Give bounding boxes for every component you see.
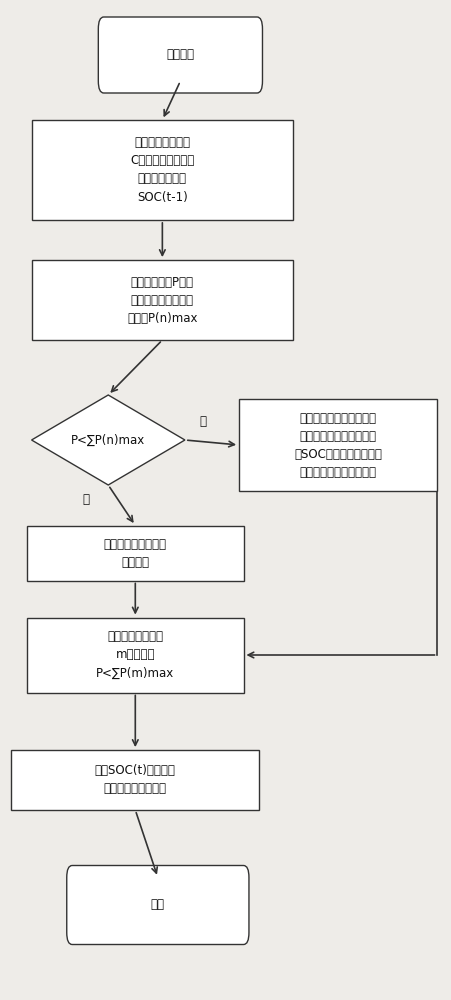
Text: 是: 是 [82,493,89,506]
Text: 更新SOC(t)，将达到
上限的组移出充电组: 更新SOC(t)，将达到 上限的组移出充电组 [95,764,176,796]
Polygon shape [32,395,185,485]
Bar [239,399,437,491]
Text: 否: 否 [199,415,207,428]
Text: 确定充电功率P，每
一组蓄电池的最大充
电功率P(n)max: 确定充电功率P，每 一组蓄电池的最大充 电功率P(n)max [127,275,198,324]
Text: 现有充电组满足充电
功率要求: 现有充电组满足充电 功率要求 [104,538,167,568]
Bar [11,750,259,810]
Text: 现有充电组不能满足充电
功率需求，依次将放电组
中SOC最低的组移动到充
电组中，直到不等式成立: 现有充电组不能满足充电 功率需求，依次将放电组 中SOC最低的组移动到充 电组中… [295,412,382,479]
Bar [32,260,293,340]
Text: 充电组数为最小的
m值，满足
P<∑P(m)max: 充电组数为最小的 m值，满足 P<∑P(m)max [96,631,175,680]
Text: 开始充电: 开始充电 [166,48,194,62]
Bar [27,526,244,580]
Text: 充电组优先级向量
C，按照先入先出的
原则排序。更新
SOC(t-1): 充电组优先级向量 C，按照先入先出的 原则排序。更新 SOC(t-1) [130,136,194,204]
Text: P<∑P(n)max: P<∑P(n)max [71,434,145,446]
Bar [32,120,293,220]
Text: 结束: 结束 [151,898,165,912]
FancyBboxPatch shape [67,865,249,944]
Bar [27,617,244,692]
FancyBboxPatch shape [98,17,262,93]
